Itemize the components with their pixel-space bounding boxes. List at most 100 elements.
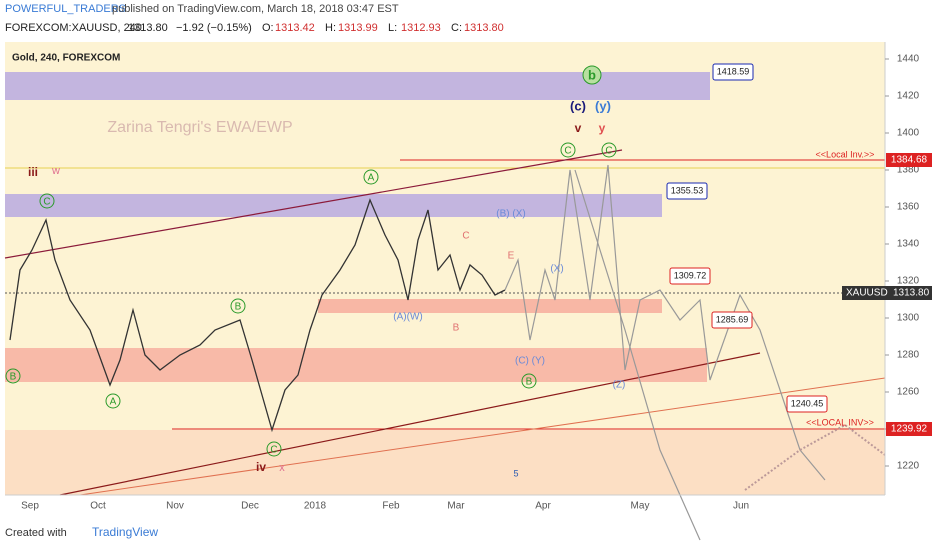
wave-circle xyxy=(601,142,617,158)
symbol-value: 1313.80 xyxy=(893,288,930,299)
zone xyxy=(5,348,707,382)
wave-label: (B) (X) xyxy=(496,209,525,220)
wave-label: A xyxy=(110,397,117,408)
time-label: Dec xyxy=(241,501,259,512)
brand: TradingView xyxy=(92,525,158,539)
time-label: 2018 xyxy=(304,501,327,512)
ohlc-key: O: xyxy=(262,22,274,34)
wave-label: C xyxy=(605,146,612,157)
wave-label: iv xyxy=(256,460,266,474)
price-label: 1400 xyxy=(897,128,920,139)
wave-circle xyxy=(521,373,537,389)
callout-value: 1418.59 xyxy=(717,66,750,76)
level-badge xyxy=(886,422,932,436)
wave-label: (c) xyxy=(570,98,586,113)
wave-label: (y) xyxy=(595,98,611,113)
callout xyxy=(669,267,711,285)
ohlc-value: 1313.42 xyxy=(275,22,315,34)
wave-label: C xyxy=(270,445,277,456)
price-path xyxy=(9,198,506,433)
symbol-badge xyxy=(842,286,932,300)
ohlc-value: 1313.80 xyxy=(464,22,504,34)
zone xyxy=(5,194,662,217)
time-label: Nov xyxy=(166,501,184,512)
wave-circle xyxy=(582,65,602,85)
callout-value: 1355.53 xyxy=(671,185,704,195)
callout xyxy=(712,63,754,81)
inv-label: <<LOCAL INV>> xyxy=(806,417,874,427)
wave-label: (C) (Y) xyxy=(515,356,545,367)
symbol-label: XAUUSD xyxy=(846,288,888,299)
time-label: May xyxy=(631,501,650,512)
inv-label: <<Local Inv.>> xyxy=(816,149,875,159)
wave-label: b xyxy=(588,67,596,82)
time-label: Apr xyxy=(535,501,551,512)
wave-circle xyxy=(105,393,121,409)
price-label: 1300 xyxy=(897,313,920,324)
level-value: 1239.92 xyxy=(891,424,928,435)
callout-value: 1285.69 xyxy=(716,314,749,324)
wave-circle xyxy=(230,298,246,314)
trend-line xyxy=(4,149,623,259)
wave-circle xyxy=(39,193,55,209)
published: published on TradingView.com, March 18, … xyxy=(112,3,399,15)
wave-label: B xyxy=(235,302,242,313)
price-label: 1440 xyxy=(897,54,920,65)
price-label: 1420 xyxy=(897,91,920,102)
price-label: 1360 xyxy=(897,202,920,213)
time-label: Jun xyxy=(733,501,749,512)
zone xyxy=(5,72,710,100)
wave-label: B xyxy=(10,372,17,383)
change: −1.92 (−0.15%) xyxy=(176,22,252,34)
price-label: 1220 xyxy=(897,461,920,472)
wave-label: B xyxy=(526,377,533,388)
price-label: 1380 xyxy=(897,165,920,176)
time-label: Feb xyxy=(382,501,400,512)
time-label: Mar xyxy=(447,501,465,512)
wave-label: 5 xyxy=(513,468,518,478)
ohlc-value: 1313.99 xyxy=(338,22,378,34)
symbol: FOREXCOM:XAUUSD, 240 xyxy=(5,22,142,34)
chart-area xyxy=(5,42,885,495)
wave-label: y xyxy=(599,121,606,135)
author: POWERFUL_TRADERS xyxy=(5,3,126,15)
ohlc-key: H: xyxy=(325,22,336,34)
wave-label: C xyxy=(564,146,571,157)
zone xyxy=(318,299,662,313)
watermark: Zarina Tengri's EWA/EWP xyxy=(107,119,292,136)
callout-value: 1240.45 xyxy=(791,398,824,408)
wave-label: A xyxy=(368,173,375,184)
trend-line xyxy=(79,377,886,496)
trend-line xyxy=(59,352,761,496)
callout-value: 1309.72 xyxy=(674,270,707,280)
level-value: 1384.68 xyxy=(891,155,928,166)
wave-label: (X) xyxy=(550,264,563,275)
price-label: 1340 xyxy=(897,239,920,250)
wave-label: iii xyxy=(28,165,38,179)
wave-circle xyxy=(5,368,21,384)
created: Created with xyxy=(5,527,67,539)
callout xyxy=(711,311,753,329)
level-badge xyxy=(886,153,932,167)
time-label: Sep xyxy=(21,501,39,512)
projection xyxy=(574,169,701,541)
ohlc-key: C: xyxy=(451,22,462,34)
callout xyxy=(666,182,708,200)
wave-label: B xyxy=(453,323,460,334)
wave-circle xyxy=(560,142,576,158)
wave-circle xyxy=(266,441,282,457)
chart-title: Gold, 240, FOREXCOM xyxy=(12,53,120,64)
projection xyxy=(504,164,826,481)
wave-label: v xyxy=(575,121,582,135)
ohlc-key: L: xyxy=(388,22,397,34)
time-label: Oct xyxy=(90,501,106,512)
wave-label: (Z) xyxy=(613,380,626,391)
ohlc-value: 1312.93 xyxy=(401,22,441,34)
wave-label: E xyxy=(508,251,515,262)
wave-label: w xyxy=(51,165,60,177)
last-price: 1313.80 xyxy=(128,22,168,34)
price-label: 1280 xyxy=(897,350,920,361)
wave-label: C xyxy=(43,197,50,208)
callout xyxy=(786,395,828,413)
